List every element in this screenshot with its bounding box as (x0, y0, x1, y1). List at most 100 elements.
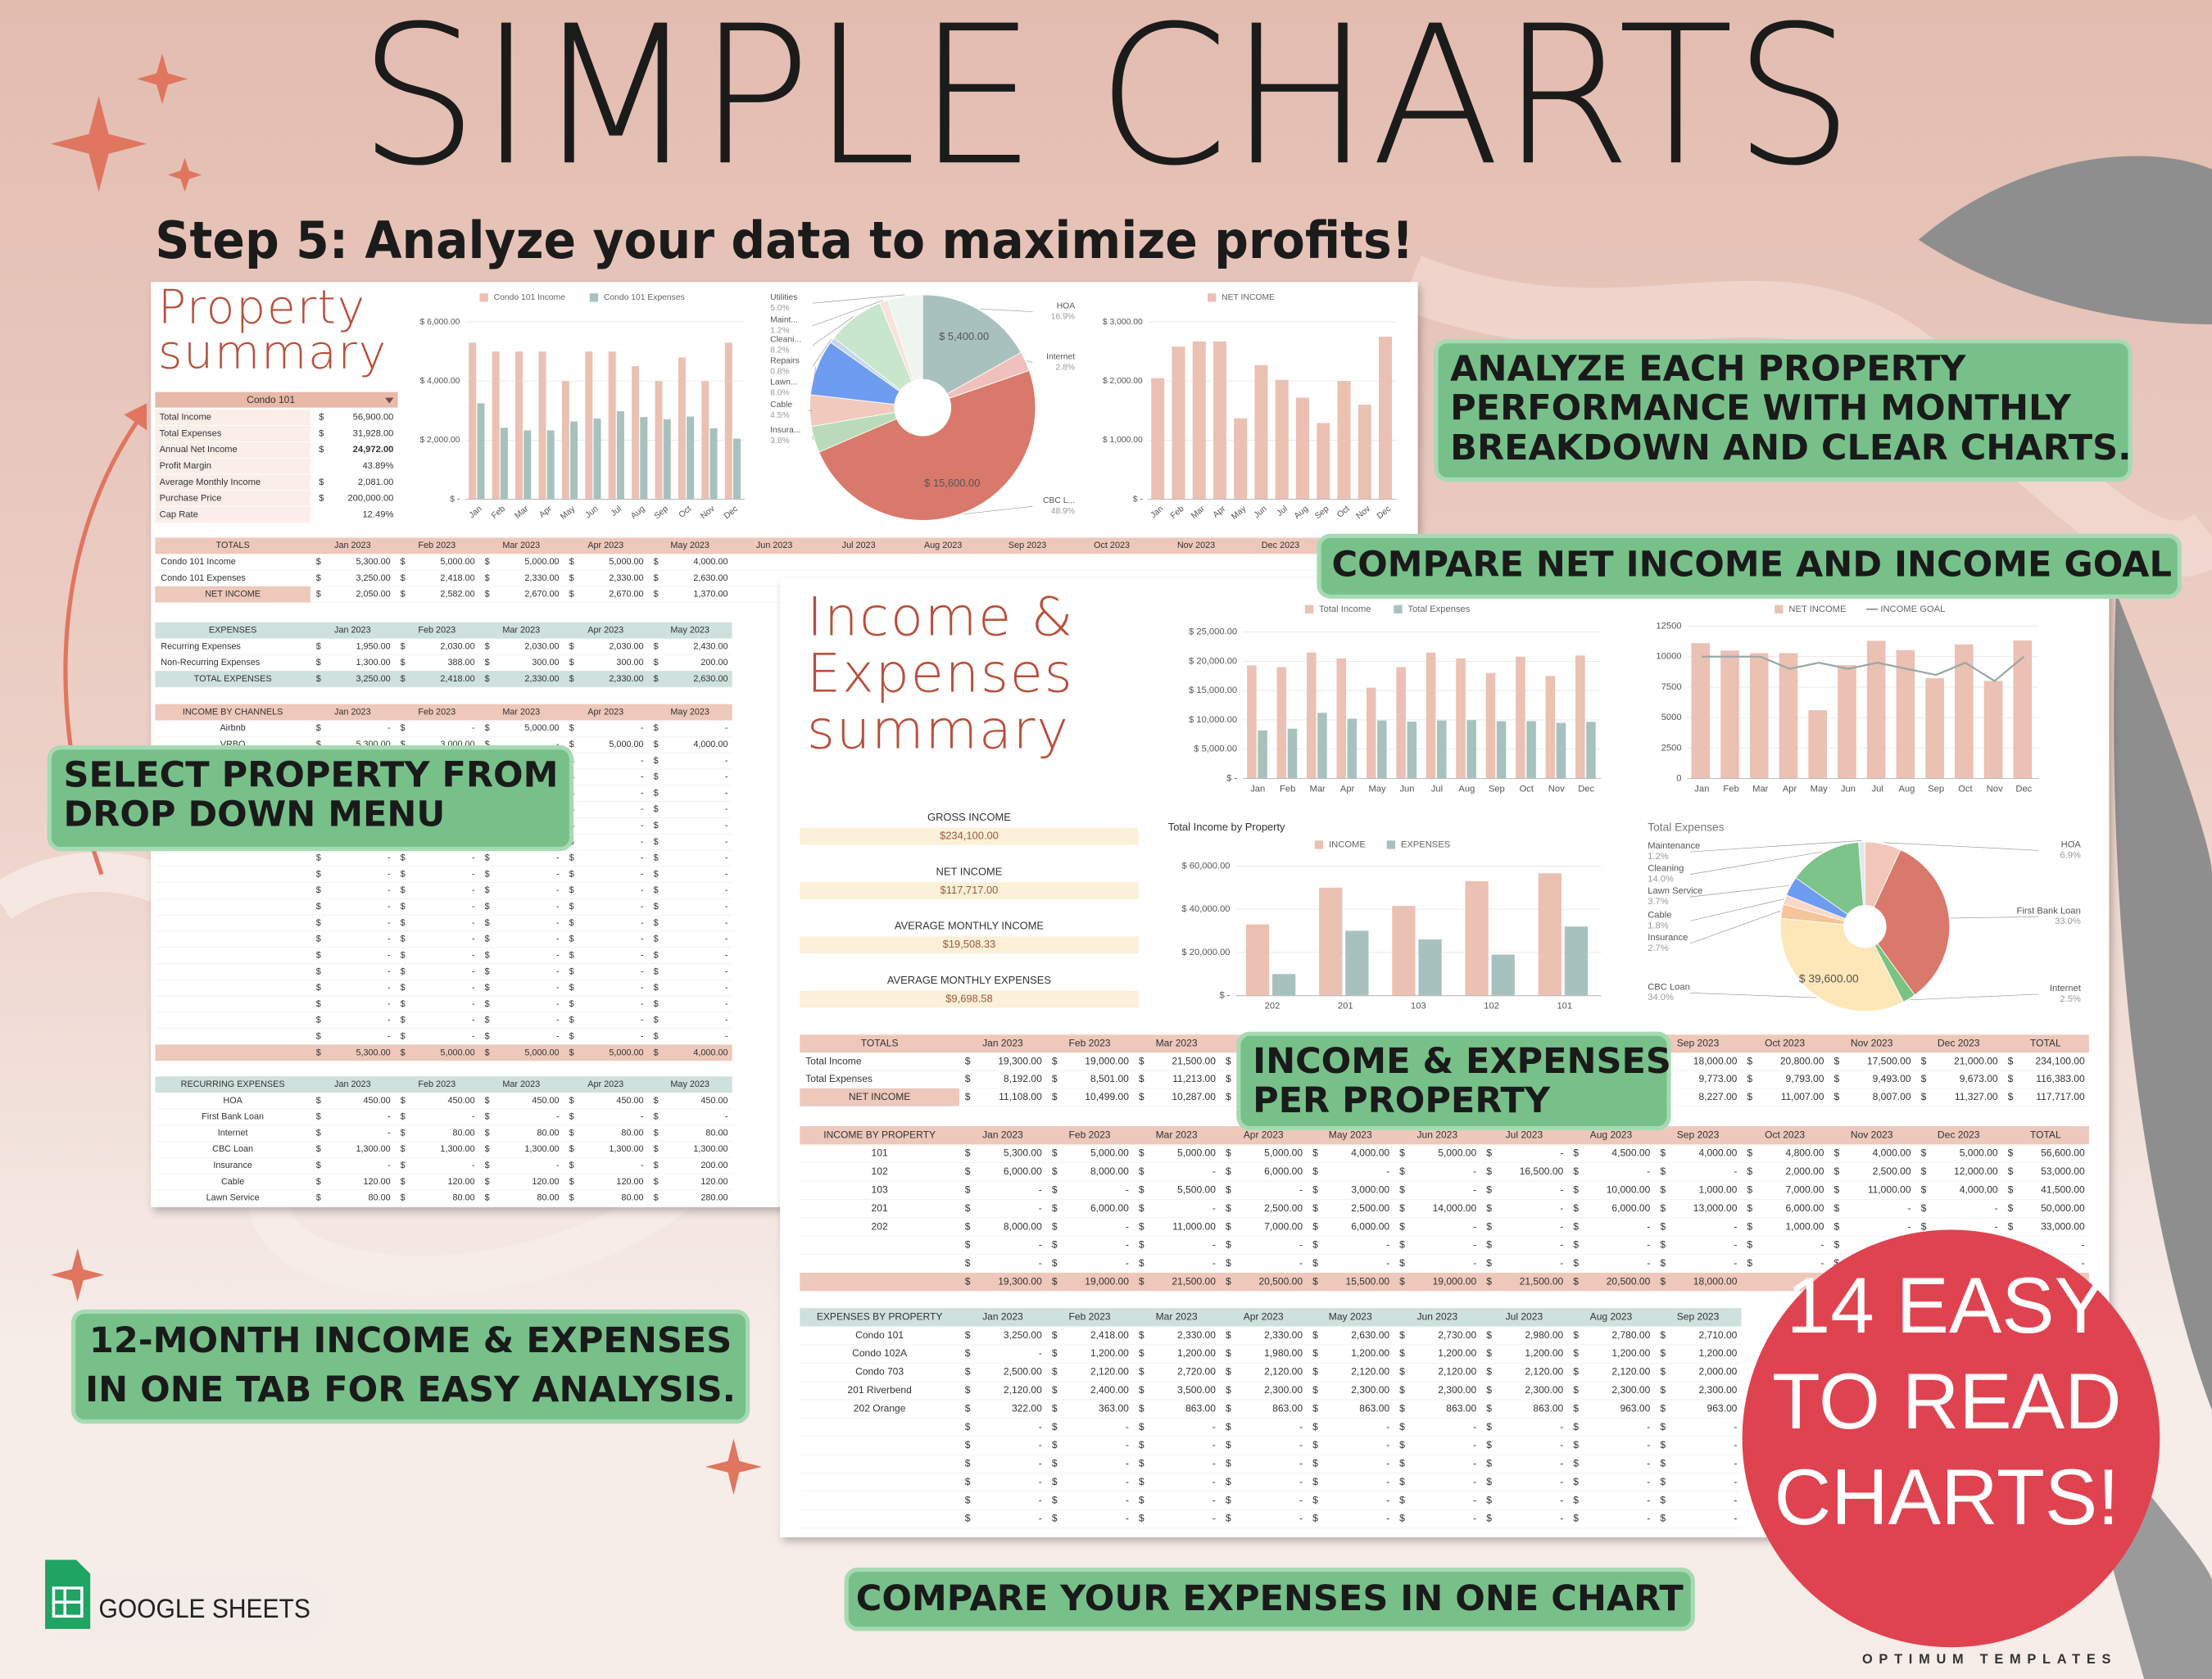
table-cell: 20,500.00 (1607, 1275, 1651, 1287)
currency: $ (1052, 1347, 1058, 1359)
brand: OPTIMUM TEMPLATES (1862, 1652, 2117, 1667)
currency: $ (1660, 1458, 1666, 1469)
currency: $ (1573, 1147, 1579, 1159)
table-cell: 80.00 (537, 1128, 559, 1138)
leader-line (812, 436, 814, 441)
currency: $ (1660, 1439, 1666, 1450)
slice-label: $ 5,400.00 (939, 330, 989, 342)
bar (1955, 644, 1974, 779)
table-cell: 120.00 (447, 1177, 474, 1187)
table-cell: 4,000.00 (693, 1048, 728, 1057)
currency: $ (1226, 1347, 1231, 1359)
table-cell: 1,200.00 (1351, 1347, 1389, 1359)
currency: $ (316, 869, 321, 879)
currency: $ (316, 950, 321, 960)
bar (1925, 678, 1944, 779)
currency: $ (569, 869, 574, 879)
currency: $ (485, 658, 490, 668)
summary-bg (155, 507, 310, 523)
currency: $ (316, 1128, 321, 1138)
pie-slice (818, 369, 1036, 521)
table-cell: - (641, 950, 644, 960)
x-tick-label: Jan (1250, 784, 1265, 794)
pie-slice (1779, 917, 1904, 1012)
table-cell: - (1820, 1257, 1824, 1269)
table-cell: 6,000.00 (1004, 1165, 1042, 1177)
currency: $ (485, 641, 490, 651)
bar (701, 381, 709, 500)
summary-label: Total Expenses (160, 428, 222, 438)
table-cell: 2,582.00 (440, 590, 474, 600)
table-cell: 10,499.00 (1085, 1091, 1129, 1102)
table-cell: - (1213, 1476, 1216, 1487)
currency: $ (1486, 1513, 1492, 1524)
currency: $ (1834, 1184, 1840, 1196)
table-cell: - (725, 918, 728, 928)
table-header: Feb 2023 (1069, 1310, 1111, 1322)
table-cell: - (556, 918, 560, 928)
currency: $ (485, 869, 490, 879)
table-cell: - (1039, 1257, 1042, 1269)
table-cell: 6,000.00 (1264, 1165, 1303, 1177)
table-header: Nov 2023 (1177, 541, 1215, 550)
currency: $ (1226, 1402, 1231, 1414)
currency: $ (1139, 1494, 1145, 1505)
selector: Condo 101 (247, 394, 295, 405)
bar (477, 403, 485, 500)
table-cell: - (1560, 1458, 1563, 1469)
currency: $ (1139, 1384, 1145, 1396)
table-cell: - (725, 983, 728, 993)
table-cell: - (641, 821, 644, 830)
table-cell: - (556, 999, 560, 1009)
table-header: Mar 2023 (1156, 1037, 1198, 1048)
table-cell: 5,000.00 (609, 1048, 643, 1057)
table-cell: - (1126, 1494, 1129, 1505)
bar (585, 351, 593, 500)
currency: $ (1921, 1184, 1927, 1196)
currency: $ (1573, 1220, 1579, 1232)
currency: $ (654, 821, 659, 830)
table-header: Sep 2023 (1009, 541, 1046, 550)
badge-text: 14 EASY (1787, 1262, 2107, 1350)
currency: $ (1312, 1165, 1318, 1177)
currency: $ (569, 740, 574, 749)
table-cell: 14,000.00 (1433, 1202, 1477, 1214)
currency: $ (401, 1144, 406, 1154)
row-label: Condo 703 (855, 1366, 904, 1378)
currency: $ (401, 740, 406, 749)
currency: $ (1834, 1220, 1840, 1232)
bar (546, 430, 555, 500)
currency: $ (1399, 1476, 1405, 1487)
pie-percent: 16.9% (1051, 312, 1075, 321)
table-cell: 4,000.00 (1960, 1184, 1998, 1196)
table-cell: 2,120.00 (1004, 1384, 1042, 1396)
x-tick-label: Feb (1280, 784, 1295, 794)
bar (1347, 718, 1358, 779)
table-cell: 12,000.00 (1954, 1165, 1998, 1177)
currency: $ (1139, 1421, 1145, 1432)
bar (678, 357, 686, 500)
bar (1151, 378, 1165, 500)
line-series (1702, 655, 2025, 682)
currency: $ (316, 853, 321, 863)
currency: $ (569, 674, 574, 684)
table-cell: 2,500.00 (1004, 1366, 1042, 1378)
pie-percent: 14.0% (1648, 875, 1674, 885)
bar (1418, 939, 1442, 996)
row-label: Recurring Expenses (161, 641, 241, 651)
table-cell: 1,000.00 (1698, 1184, 1737, 1196)
currency: $ (2008, 1202, 2014, 1214)
currency: $ (654, 885, 659, 895)
table-cell: - (1734, 1476, 1737, 1487)
bar (1287, 728, 1298, 779)
bar (1749, 653, 1769, 779)
currency: $ (401, 935, 406, 944)
currency: $ (569, 1128, 574, 1138)
table-cell: - (641, 756, 644, 766)
table-cell: 234,100.00 (2035, 1055, 2085, 1066)
table-cell: 10,000.00 (1607, 1184, 1651, 1196)
currency: $ (1834, 1202, 1840, 1214)
total-row-bg (155, 671, 732, 688)
currency: $ (2008, 1091, 2014, 1102)
currency: $ (965, 1239, 971, 1251)
